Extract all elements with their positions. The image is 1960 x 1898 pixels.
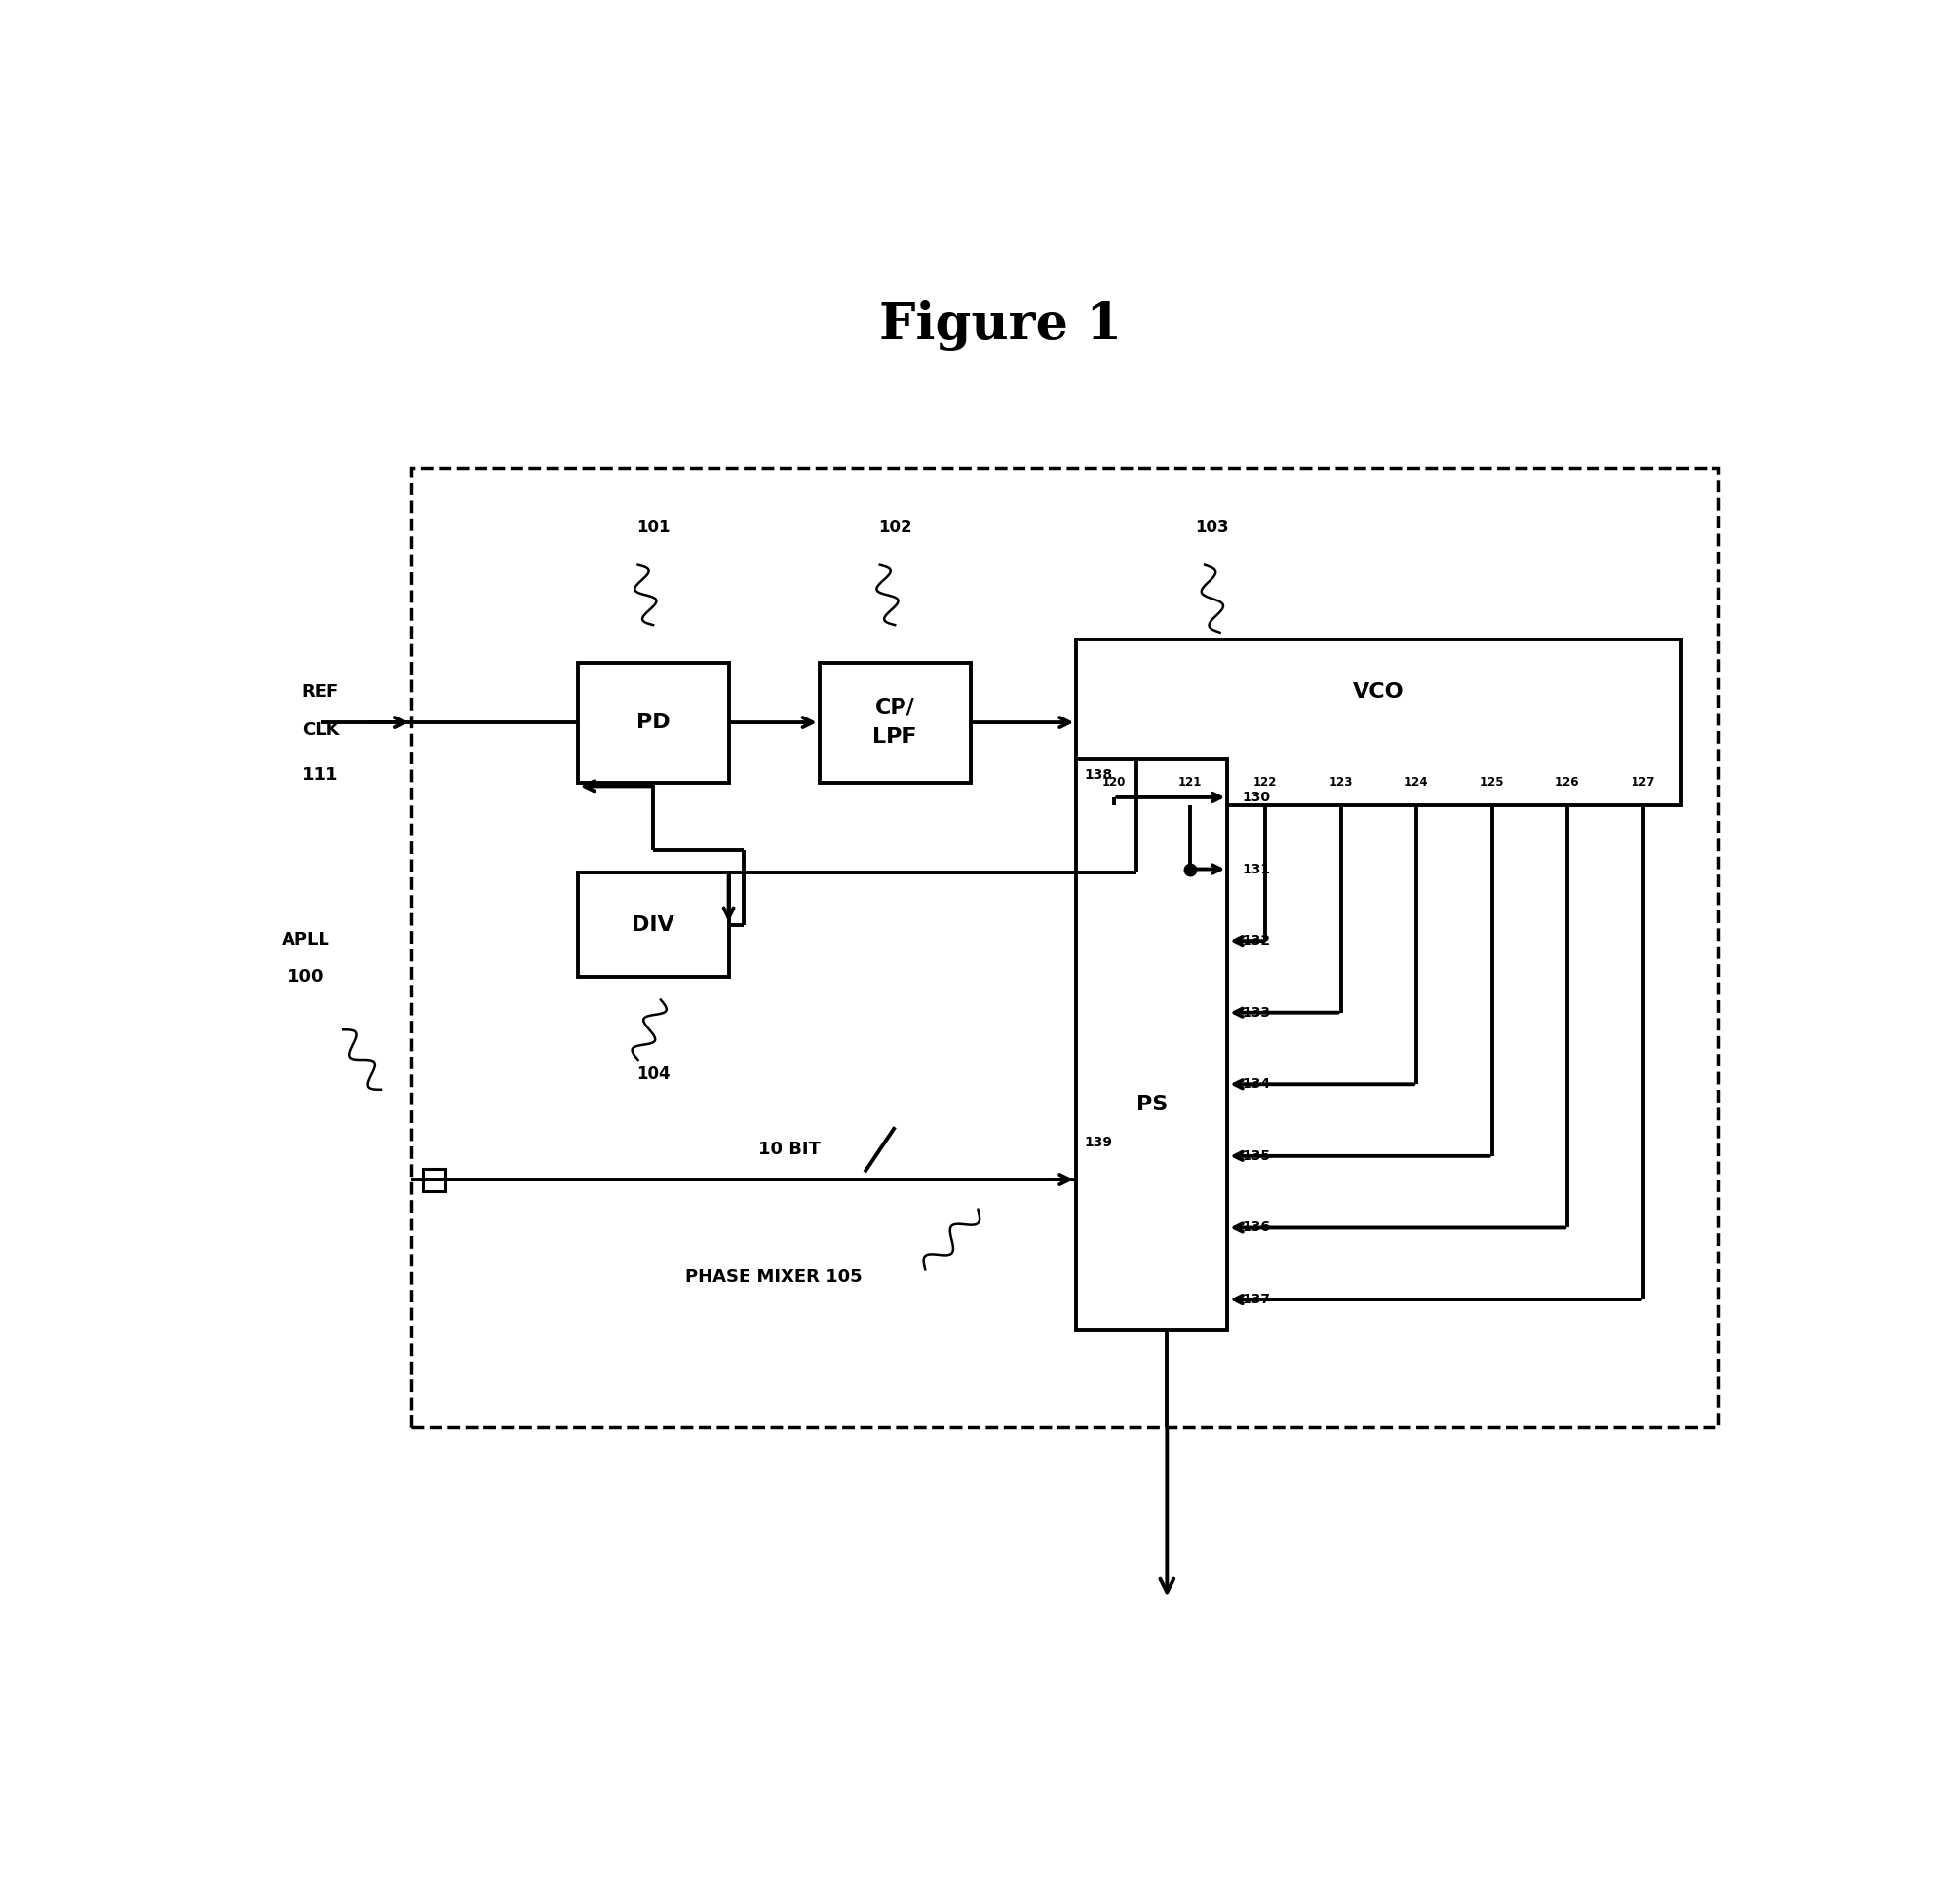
Bar	[578, 873, 729, 977]
Text: 123: 123	[1329, 776, 1352, 790]
Bar	[423, 1169, 445, 1190]
Text: APLL: APLL	[280, 932, 329, 949]
Text: PS: PS	[1137, 1095, 1168, 1114]
Bar	[412, 467, 1719, 1427]
Text: 139: 139	[1084, 1135, 1111, 1148]
Text: 132: 132	[1243, 934, 1270, 947]
Text: CP/: CP/	[874, 698, 915, 717]
Bar	[578, 662, 729, 782]
Text: DIV: DIV	[631, 915, 674, 934]
Text: 136: 136	[1243, 1220, 1270, 1234]
Text: 101: 101	[637, 518, 670, 537]
Text: 130: 130	[1243, 791, 1270, 805]
Text: 100: 100	[288, 968, 323, 985]
Text: 126: 126	[1556, 776, 1580, 790]
Text: REF: REF	[302, 683, 339, 700]
Bar	[819, 662, 970, 782]
Text: 134: 134	[1243, 1078, 1270, 1091]
Text: PD: PD	[637, 712, 670, 733]
Text: 138: 138	[1084, 769, 1111, 782]
Text: 135: 135	[1243, 1148, 1270, 1163]
Text: 131: 131	[1243, 862, 1270, 875]
Text: 111: 111	[302, 767, 339, 784]
Text: 104: 104	[637, 1067, 670, 1084]
Text: 122: 122	[1252, 776, 1278, 790]
Text: 103: 103	[1196, 518, 1229, 537]
Bar	[1076, 640, 1682, 805]
Text: PHASE MIXER 105: PHASE MIXER 105	[686, 1268, 862, 1285]
Text: 133: 133	[1243, 1006, 1270, 1019]
Text: 121: 121	[1178, 776, 1201, 790]
Text: 120: 120	[1102, 776, 1125, 790]
Text: 124: 124	[1405, 776, 1429, 790]
Text: 102: 102	[878, 518, 911, 537]
Text: 127: 127	[1631, 776, 1654, 790]
Text: 10 BIT: 10 BIT	[759, 1141, 819, 1158]
Text: LPF: LPF	[872, 727, 917, 748]
Text: 137: 137	[1243, 1293, 1270, 1306]
Text: Figure 1: Figure 1	[880, 300, 1123, 351]
Text: 125: 125	[1480, 776, 1503, 790]
Text: CLK: CLK	[302, 721, 339, 738]
Bar	[1076, 759, 1227, 1329]
Text: VCO: VCO	[1352, 683, 1403, 702]
